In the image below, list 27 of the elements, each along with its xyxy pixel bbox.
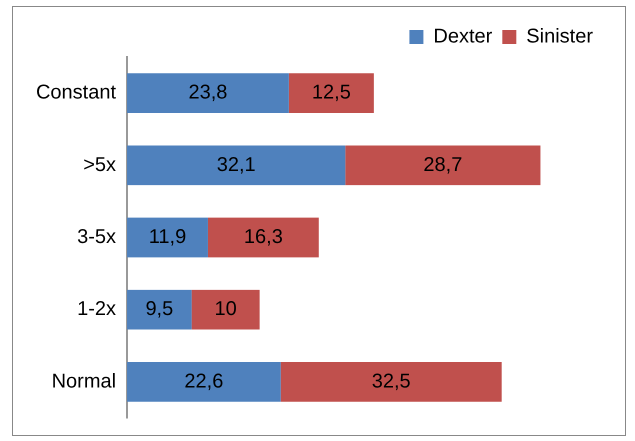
data-label: 22,6 <box>184 370 224 392</box>
data-label: 10 <box>214 298 237 320</box>
y-tick-label: 1-2x <box>77 298 116 320</box>
y-tick-label: 3-5x <box>77 226 116 248</box>
y-tick-label: >5x <box>83 154 116 176</box>
y-tick-label: Constant <box>36 82 116 104</box>
bar <box>127 73 289 113</box>
bar <box>288 73 374 113</box>
bar <box>192 290 260 330</box>
bar <box>127 218 208 258</box>
data-label: 12,5 <box>312 82 351 104</box>
bar <box>208 218 319 258</box>
data-label: 23,8 <box>188 82 228 104</box>
data-label: 32,5 <box>372 370 411 392</box>
y-tick-label: Normal <box>52 370 116 392</box>
bar <box>280 362 502 402</box>
bar <box>127 362 281 402</box>
bar <box>127 145 346 186</box>
data-label: 16,3 <box>244 226 283 248</box>
data-label: 28,7 <box>423 154 462 176</box>
bar <box>345 145 540 186</box>
data-label: 9,5 <box>145 298 174 320</box>
data-label: 11,9 <box>148 226 186 248</box>
legend-label: Sinister <box>526 26 594 48</box>
bar <box>127 290 192 330</box>
data-label: 32,1 <box>216 154 256 176</box>
legend-label: Dexter <box>433 26 493 48</box>
